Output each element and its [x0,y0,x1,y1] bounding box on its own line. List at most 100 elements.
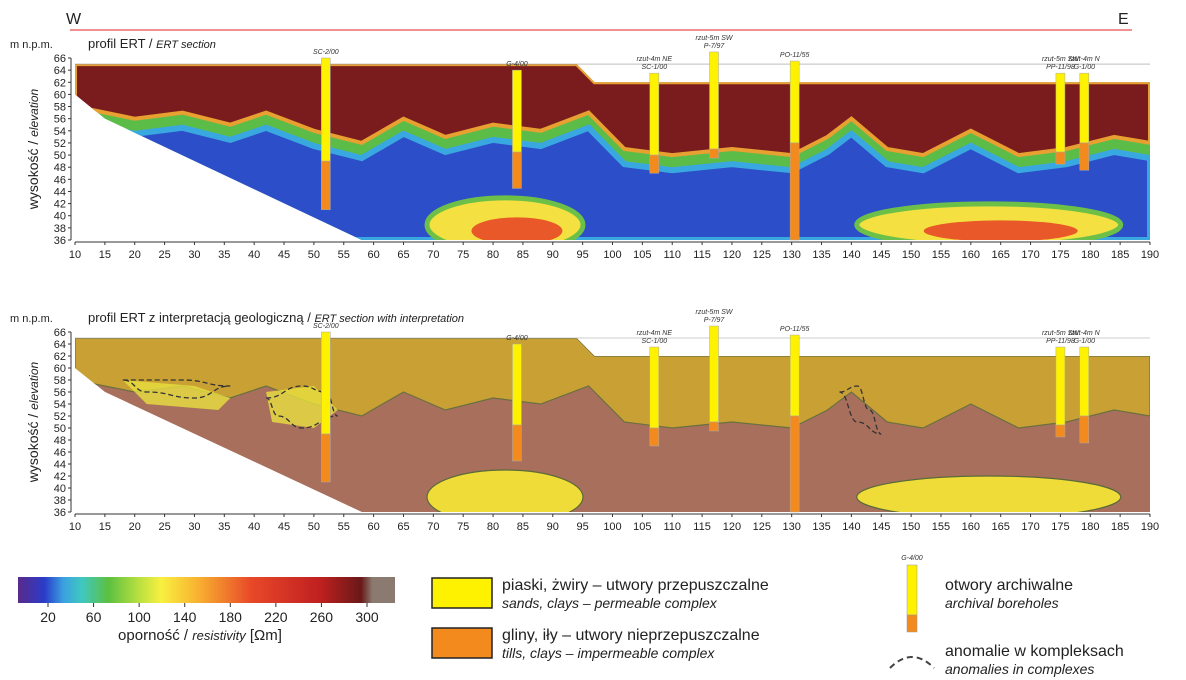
x-tick-label: 165 [992,521,1010,533]
y-tick-label: 38 [54,223,66,235]
colorbar-tick-label: 180 [219,609,243,625]
x-tick-label: 90 [547,521,559,533]
y-tick-label: 48 [54,435,66,447]
y-tick-label: 46 [54,174,66,186]
x-tick-label: 105 [633,521,651,533]
anomaly-icon [889,656,935,669]
legend-text-en: tills, clays – impermeable complex [502,645,715,661]
x-tick-label: 50 [308,521,320,533]
borehole-permeable [321,57,331,162]
x-tick-label: 90 [547,249,559,261]
x-tick-label: 125 [753,249,771,261]
sand-lens [122,380,231,410]
x-tick-label: 115 [693,249,711,261]
y-tick-label: 54 [54,399,66,411]
lens-core [471,217,563,240]
tills-swatch [431,627,493,659]
x-tick-label: 105 [633,249,651,261]
borehole-note: rzut-4m NE [637,330,673,337]
legend-text: anomalie w kompleksach [945,643,1124,660]
x-tick-label: 160 [962,249,980,261]
x-tick-label: 75 [457,521,469,533]
borehole-permeable [709,51,719,150]
x-tick-label: 25 [158,521,170,533]
legend-text-en: anomalies in complexes [945,661,1094,677]
borehole-permeable [789,334,800,417]
section [75,64,1150,240]
colorbar-tick-label: 100 [127,609,151,625]
borehole-name: PO-11/55 [780,52,810,59]
borehole-name: G-1/00 [1074,64,1096,71]
colorbar-tick-label: 300 [355,609,379,625]
borehole-impermeable [709,421,719,432]
x-tick-label: 100 [603,521,621,533]
x-tick-label: 170 [1021,521,1039,533]
borehole-impermeable [1079,415,1090,444]
x-tick-label: 85 [517,521,529,533]
x-tick-label: 35 [218,249,230,261]
y-tick-label: 56 [54,114,66,126]
y-tick-label: 64 [54,65,66,77]
lens-core [923,220,1078,240]
x-tick-label: 100 [603,249,621,261]
borehole-permeable [512,69,522,153]
legend-text: gliny, iły – utwory nieprzepuszczalne [502,627,760,644]
y-tick-label: 36 [54,507,66,519]
x-tick-label: 135 [812,249,830,261]
colorbar-tick-label: 260 [310,609,334,625]
y-tick-label: 52 [54,411,66,423]
x-tick-label: 155 [932,249,950,261]
borehole-impermeable [1055,151,1066,165]
x-tick-label: 110 [663,521,681,533]
borehole-impermeable [512,424,522,462]
x-tick-label: 30 [188,521,200,533]
title-en: ERT section with interpretation [314,313,464,325]
borehole-name: G-4/00 [506,61,528,68]
x-tick-label: 45 [278,249,290,261]
x-tick-label: 85 [517,249,529,261]
borehole-name: PO-11/55 [780,326,810,333]
section-panel: profil ERT / ERT section m n.p.m. wysokość… [10,35,1159,261]
x-tick-label: 35 [218,521,230,533]
borehole-permeable [649,346,660,429]
borehole-impermeable [649,427,660,447]
borehole-impermeable [1079,142,1090,171]
x-tick-label: 65 [397,249,409,261]
sand-lens [266,386,338,428]
sand-lens [426,469,584,512]
legend-borehole-top [906,564,918,616]
colorbar-unit: [Ωm] [250,627,282,644]
borehole-note: rzut-5m SW [696,35,734,42]
panel-title: profil ERT z interpretacją geologiczną /… [88,310,464,325]
x-tick-label: 165 [992,249,1010,261]
sand-lens [856,475,1122,512]
y-tick-label: 58 [54,375,66,387]
borehole-impermeable [649,154,660,174]
y-unit: m n.p.m. [10,39,53,51]
borehole-name: SC-1/00 [641,338,667,345]
borehole-name: G-4/00 [506,335,528,342]
section [75,338,1150,512]
y-tick-label: 62 [54,77,66,89]
y-tick-label: 42 [54,471,66,483]
x-tick-label: 15 [99,521,111,533]
borehole-note: rzut-4m N [1069,330,1101,337]
y-unit: m n.p.m. [10,313,53,325]
y-tick-label: 62 [54,351,66,363]
y-label: wysokość / [25,414,41,484]
x-tick-label: 65 [397,521,409,533]
y-tick-label: 56 [54,387,66,399]
x-tick-label: 20 [129,249,141,261]
colorbar-tick-label: 60 [86,609,102,625]
colorbar-label-en: resistivity [192,628,247,643]
borehole-permeable [1055,346,1066,426]
x-tick-label: 60 [367,521,379,533]
y-tick-label: 44 [54,459,66,471]
x-tick-label: 180 [1081,521,1099,533]
x-tick-label: 180 [1081,249,1099,261]
borehole-impermeable [512,151,522,189]
y-tick-label: 42 [54,199,66,211]
x-tick-label: 120 [723,249,741,261]
y-tick-label: 46 [54,447,66,459]
borehole-permeable [1079,72,1090,144]
